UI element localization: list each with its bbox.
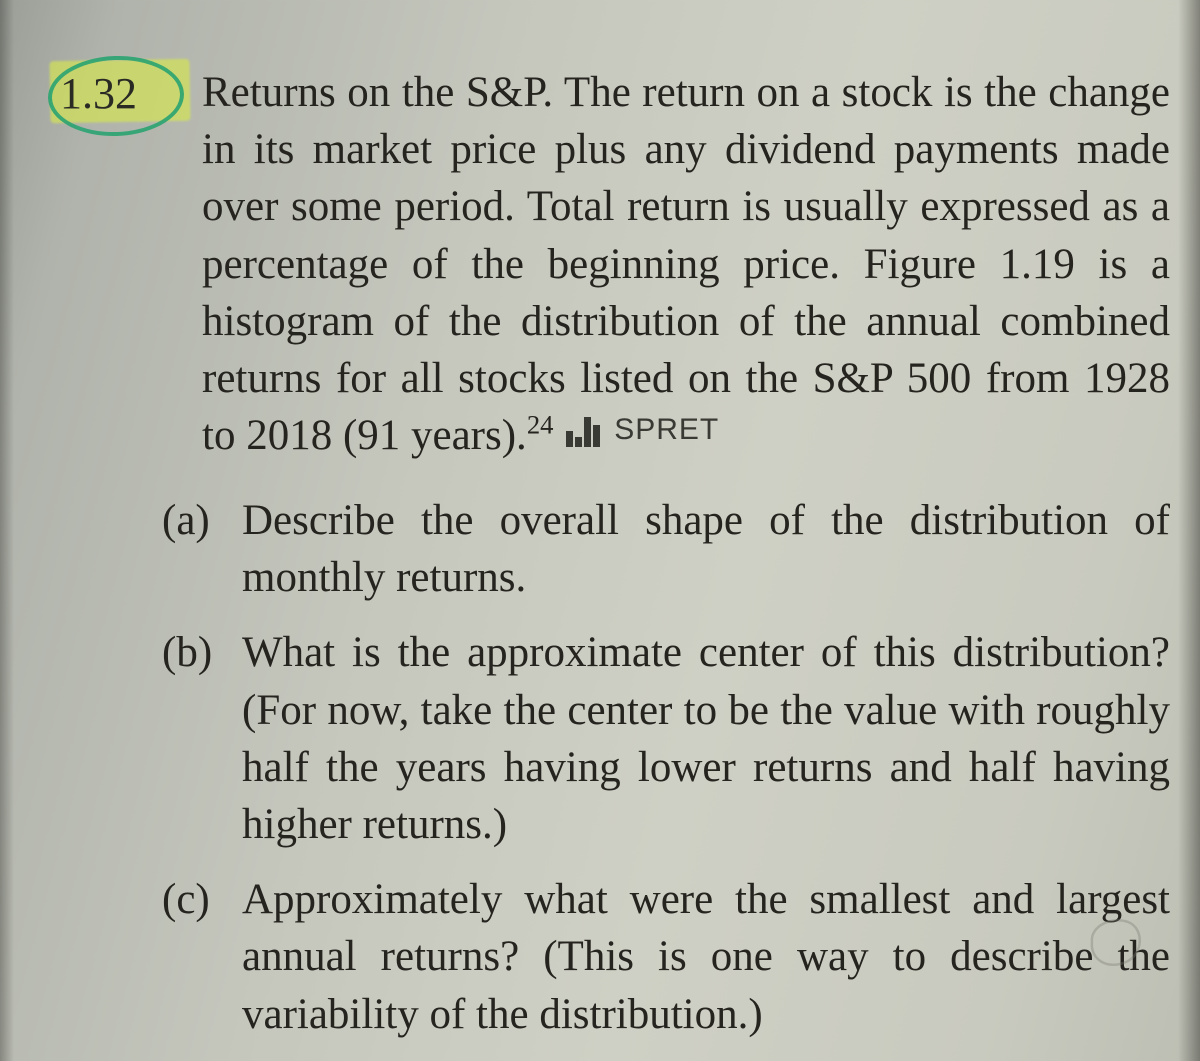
problem-intro: Returns on the S&P. The return on a stoc… bbox=[202, 64, 1170, 464]
question-a-label: (a) bbox=[162, 492, 210, 549]
page-shadow-right bbox=[1178, 0, 1200, 1061]
question-list: (a) Describe the overall shape of the di… bbox=[162, 492, 1170, 1061]
question-c-label: (c) bbox=[162, 871, 210, 928]
spret-label: SPRET bbox=[614, 410, 719, 450]
question-b-label: (b) bbox=[162, 624, 212, 681]
footnote-marker: 24 bbox=[527, 410, 554, 440]
question-a: (a) Describe the overall shape of the di… bbox=[162, 492, 1170, 606]
page-content: 1.32 Returns on the S&P. The return on a… bbox=[42, 60, 1180, 1041]
question-c: (c) Approximately what were the smallest… bbox=[162, 871, 1170, 1043]
question-b-text: What is the approximate center of this d… bbox=[242, 629, 1170, 848]
histogram-icon bbox=[564, 415, 608, 449]
spret-badge: SPRET bbox=[564, 412, 719, 452]
problem-intro-text: The return on a stock is the change in i… bbox=[202, 69, 1170, 459]
page-shadow-left bbox=[0, 0, 14, 1061]
question-a-text: Describe the overall shape of the distri… bbox=[242, 497, 1170, 601]
question-c-text: Approximately what were the smallest and… bbox=[242, 876, 1170, 1037]
question-b: (b) What is the approximate center of th… bbox=[162, 624, 1170, 853]
problem-title: Returns on the S&P. bbox=[202, 69, 553, 116]
pencil-annotation bbox=[1082, 912, 1148, 970]
